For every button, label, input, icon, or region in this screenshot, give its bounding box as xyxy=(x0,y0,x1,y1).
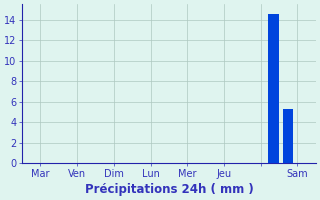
Bar xyxy=(283,109,293,163)
X-axis label: Précipitations 24h ( mm ): Précipitations 24h ( mm ) xyxy=(84,183,253,196)
Bar xyxy=(268,14,279,163)
